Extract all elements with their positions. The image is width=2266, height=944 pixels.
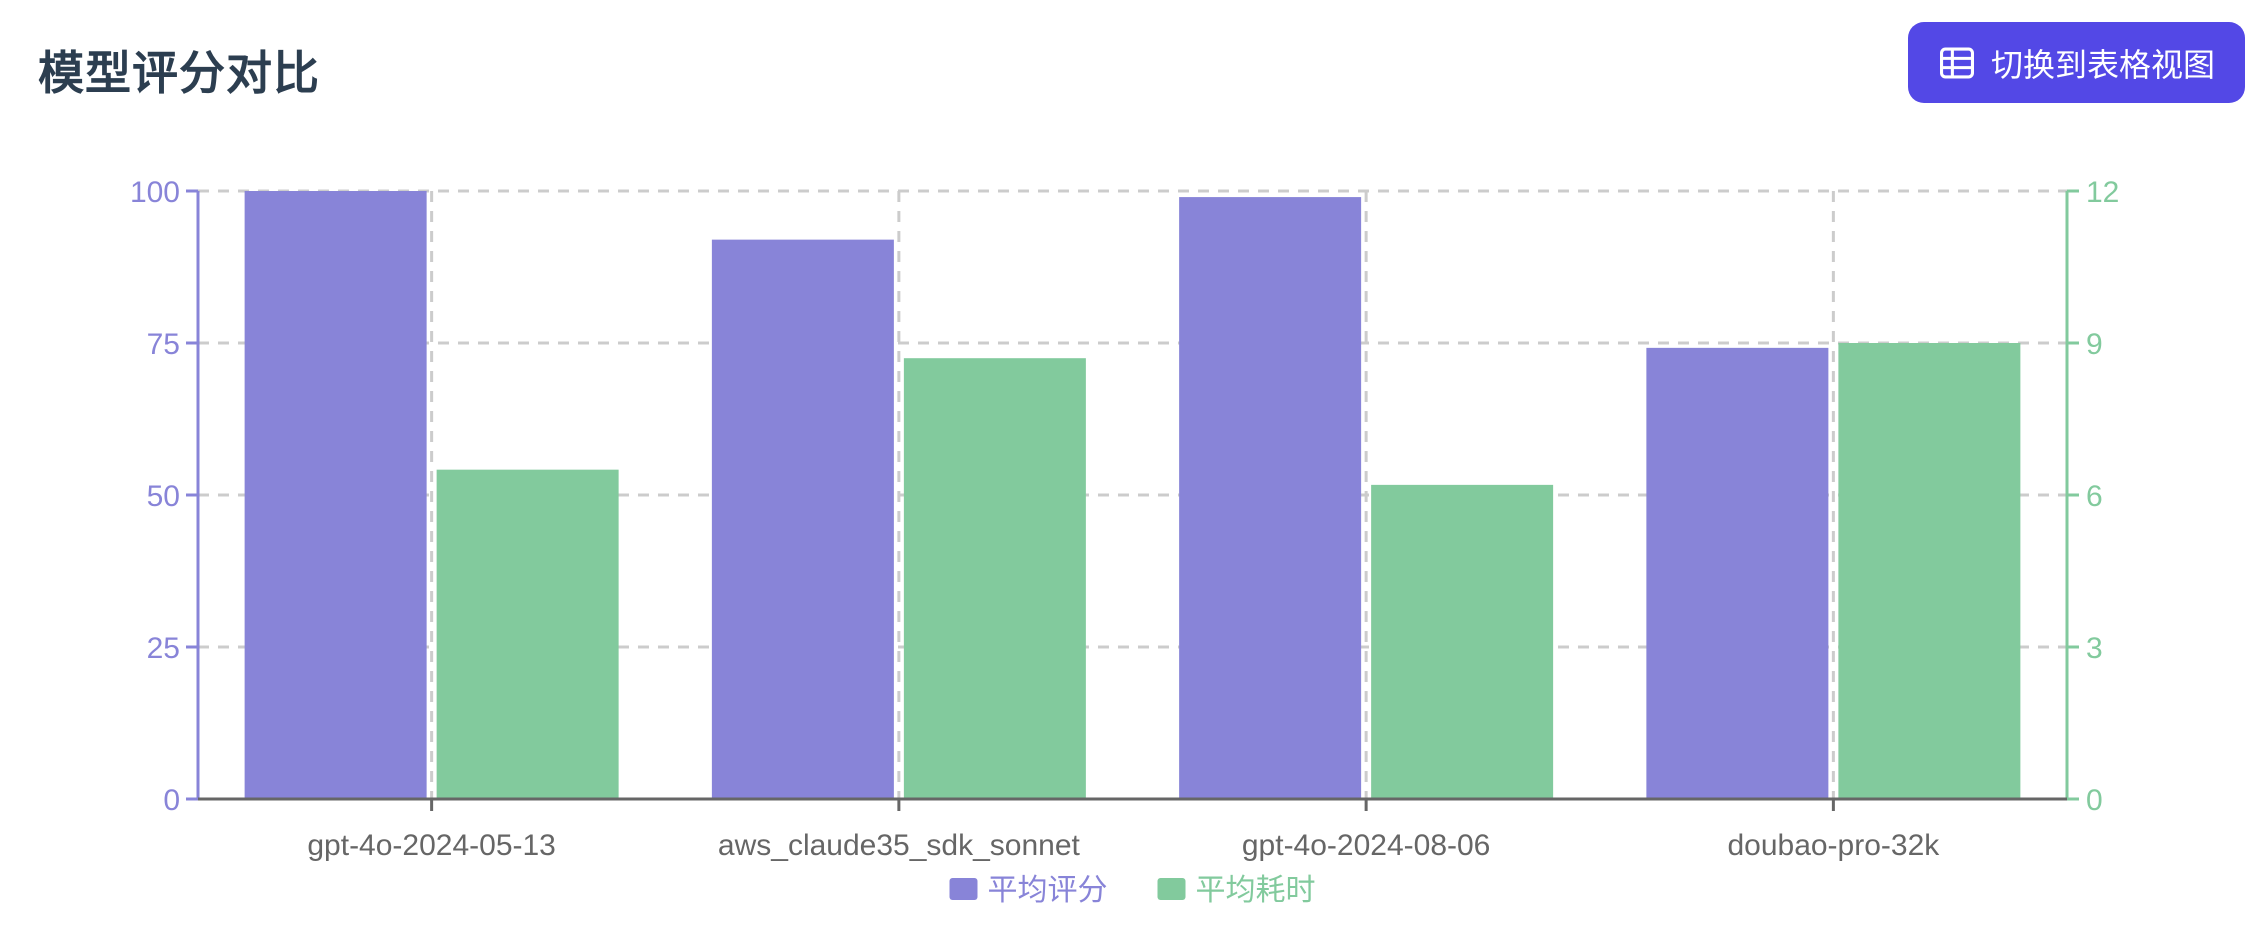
bar-score-doubao-pro-32k[interactable] <box>1646 347 1829 799</box>
y-axis-left-tick-label: 0 <box>163 784 180 817</box>
y-axis-right-tick-label: 12 <box>2086 176 2119 209</box>
bar-score-gpt-4o-2024-08-06[interactable] <box>1179 197 1362 799</box>
legend-label-time: 平均耗时 <box>1196 874 1316 907</box>
bar-score-gpt-4o-2024-05-13[interactable] <box>244 191 427 799</box>
bar-time-aws_claude35_sdk_sonnet[interactable] <box>903 358 1086 799</box>
x-axis-category-label: aws_claude35_sdk_sonnet <box>718 829 1081 862</box>
x-axis-category-label: gpt-4o-2024-05-13 <box>307 829 556 862</box>
switch-to-table-view-button[interactable]: 切换到表格视图 <box>1907 22 2245 103</box>
table-icon <box>1938 46 1976 80</box>
x-axis-category-label: doubao-pro-32k <box>1727 829 1940 862</box>
y-axis-right-tick-label: 0 <box>2086 784 2103 817</box>
bar-time-gpt-4o-2024-08-06[interactable] <box>1371 484 1554 799</box>
y-axis-left-tick-label: 50 <box>147 480 180 513</box>
y-axis-left-tick-label: 100 <box>130 176 180 209</box>
legend-swatch-score <box>949 878 978 900</box>
bar-time-doubao-pro-32k[interactable] <box>1838 343 2021 799</box>
legend-item-score[interactable]: 平均评分 <box>949 874 1108 907</box>
page-title: 模型评分对比 <box>38 47 320 99</box>
y-axis-right-tick-label: 3 <box>2086 632 2103 665</box>
legend-item-time[interactable]: 平均耗时 <box>1157 874 1316 907</box>
x-axis-category-label: gpt-4o-2024-08-06 <box>1242 829 1491 862</box>
legend-swatch-time <box>1157 878 1186 900</box>
y-axis-left-tick-label: 75 <box>147 328 180 361</box>
y-axis-left-tick-label: 25 <box>147 632 180 665</box>
y-axis-right-tick-label: 9 <box>2086 328 2103 361</box>
legend-label-score: 平均评分 <box>988 874 1108 907</box>
switch-button-label: 切换到表格视图 <box>1990 46 2215 83</box>
y-axis-right-tick-label: 6 <box>2086 480 2103 513</box>
bar-time-gpt-4o-2024-05-13[interactable] <box>436 469 619 799</box>
bar-score-aws_claude35_sdk_sonnet[interactable] <box>711 239 894 799</box>
